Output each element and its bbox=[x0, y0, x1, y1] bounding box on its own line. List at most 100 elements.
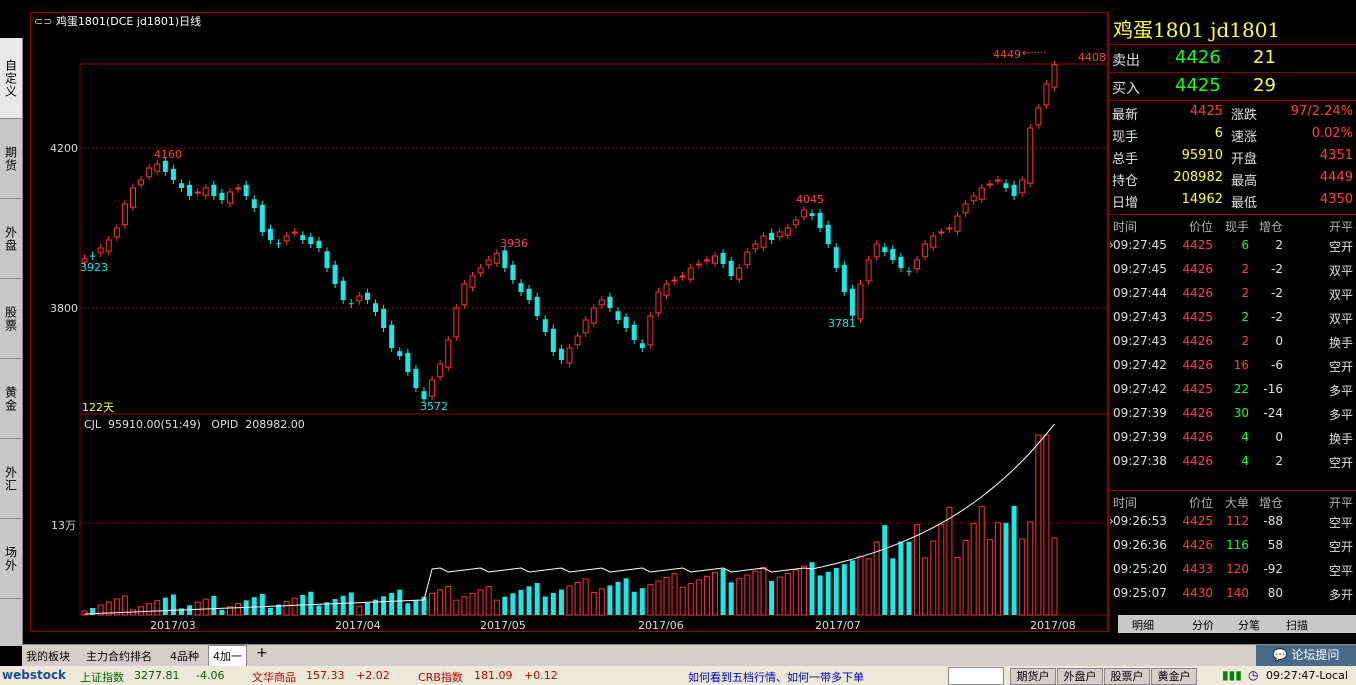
link-icon[interactable]: ⊂⊃ bbox=[34, 15, 56, 28]
bigorder-row-cell: 09:26:36 bbox=[1113, 538, 1167, 552]
volume-bar bbox=[849, 560, 855, 615]
volume-bar bbox=[154, 600, 161, 616]
tab-scan[interactable]: 扫描 bbox=[1286, 619, 1308, 632]
bigorder-row-cell: 116 bbox=[1226, 538, 1249, 552]
quote-panel: 鸡蛋1801 jd1801 卖出 4426 21 买入 4425 29 最新 44… bbox=[1108, 12, 1356, 632]
volume-bar bbox=[776, 576, 783, 616]
annot-3781: 3781 bbox=[828, 317, 856, 330]
tab-detail[interactable]: 明细 bbox=[1132, 619, 1154, 632]
candle bbox=[421, 391, 427, 400]
nav-tab-otc[interactable]: 场外 bbox=[3, 546, 18, 572]
idx3-name[interactable]: CRB指数 bbox=[418, 671, 463, 684]
volume-bar bbox=[1043, 434, 1050, 616]
idx1-name[interactable]: 上证指数 bbox=[80, 671, 124, 684]
sell-volume: 21 bbox=[1253, 47, 1276, 68]
candle bbox=[179, 183, 184, 188]
add-tab-button[interactable]: + bbox=[256, 645, 268, 661]
tab-my-sectors[interactable]: 我的板块 bbox=[26, 650, 70, 663]
candle bbox=[817, 212, 823, 228]
stock-account-button[interactable]: 股票户 bbox=[1104, 668, 1150, 685]
nav-tab-custom[interactable]: 自定义 bbox=[0, 38, 22, 118]
tab-contract-rank[interactable]: 主力合约排名 bbox=[86, 650, 152, 663]
volume-bar bbox=[639, 588, 645, 615]
candle bbox=[671, 279, 678, 282]
volume-bar bbox=[291, 597, 298, 616]
candle bbox=[267, 228, 273, 240]
volume-bar bbox=[1003, 522, 1009, 615]
tick-row-cell: -24 bbox=[1263, 406, 1283, 420]
candle bbox=[227, 191, 233, 204]
nav-tab-futures[interactable]: 期货 bbox=[3, 146, 18, 172]
candle bbox=[477, 267, 484, 274]
nav-tab-forex[interactable]: 外汇 bbox=[3, 466, 18, 492]
candle bbox=[558, 348, 564, 360]
tick-row-cell: 4 bbox=[1241, 430, 1249, 444]
table-header-cell: 增仓 bbox=[1258, 220, 1283, 234]
volume-bar bbox=[332, 598, 338, 615]
volume-bar bbox=[800, 565, 807, 616]
chat-icon: 💬 bbox=[1272, 648, 1288, 662]
candle bbox=[1027, 127, 1034, 184]
annot-3923: 3923 bbox=[80, 261, 108, 274]
volume-bar bbox=[405, 603, 411, 615]
bigorder-row-cell: 多开 bbox=[1328, 588, 1353, 602]
candle bbox=[276, 243, 281, 245]
kline-chart[interactable] bbox=[30, 12, 1108, 632]
table-header-cell: 价位 bbox=[1188, 496, 1213, 510]
gold-account-button[interactable]: 黄金户 bbox=[1151, 668, 1197, 685]
candle bbox=[914, 259, 921, 270]
volume-bar bbox=[558, 589, 564, 615]
tab-price-dist[interactable]: 分价 bbox=[1192, 619, 1214, 632]
candle bbox=[574, 335, 581, 346]
sell-price[interactable]: 4426 bbox=[1175, 47, 1221, 68]
quick-search-input[interactable] bbox=[948, 667, 1004, 685]
volume-bar bbox=[752, 570, 759, 616]
tab-4-plus-1[interactable]: 4加一 bbox=[208, 645, 247, 667]
table-header-cell: 时间 bbox=[1113, 496, 1138, 510]
nav-tab-stocks[interactable]: 股票 bbox=[3, 306, 18, 332]
stat-label: 速涨 bbox=[1231, 130, 1258, 145]
candle bbox=[316, 240, 322, 248]
tick-row-cell: 2 bbox=[1241, 310, 1249, 324]
foreign-account-button[interactable]: 外盘户 bbox=[1057, 668, 1103, 685]
candle bbox=[736, 267, 743, 280]
volume-bar bbox=[219, 609, 225, 615]
nav-tab-foreign[interactable]: 外盘 bbox=[3, 226, 18, 252]
table-header-cell: 开平 bbox=[1328, 220, 1353, 234]
candle bbox=[655, 291, 662, 314]
stat-value: 95910 bbox=[1181, 148, 1223, 163]
candle bbox=[833, 247, 839, 268]
idx2-name[interactable]: 文华商品 bbox=[252, 671, 296, 684]
forum-button[interactable]: 💬 论坛提问 bbox=[1256, 645, 1356, 666]
tab-4-products[interactable]: 4品种 bbox=[170, 650, 199, 663]
news-ticker[interactable]: 如何看到五档行情、如何一带多下单 bbox=[688, 671, 864, 684]
volume-bar bbox=[833, 567, 839, 615]
tick-row-cell: 09:27:38 bbox=[1113, 454, 1167, 468]
volume-bar bbox=[202, 598, 209, 616]
volume-bar bbox=[502, 596, 508, 615]
buy-price[interactable]: 4425 bbox=[1175, 75, 1221, 96]
x-label: 2017/04 bbox=[335, 619, 381, 632]
futures-account-button[interactable]: 期货户 bbox=[1010, 668, 1056, 685]
chart-title-text: 鸡蛋1801(DCE jd1801)日线 bbox=[55, 15, 202, 28]
volume-bar bbox=[373, 599, 378, 615]
candle bbox=[170, 168, 176, 180]
tick-row-cell: 09:27:42 bbox=[1113, 358, 1167, 372]
nav-tab-gold[interactable]: 黄金 bbox=[3, 386, 18, 412]
volume-bar bbox=[550, 592, 556, 615]
tick-row-cell: 09:27:42 bbox=[1113, 382, 1167, 396]
volume-bar bbox=[1019, 538, 1026, 616]
volume-bar bbox=[906, 541, 912, 615]
tick-row-cell: 多平 bbox=[1328, 384, 1353, 398]
table-header-cell: 现手 bbox=[1224, 220, 1249, 234]
volume-bar bbox=[235, 602, 242, 616]
tab-ticks[interactable]: 分笔 bbox=[1238, 619, 1260, 632]
x-label: 2017/03 bbox=[150, 619, 196, 632]
chart-title: ⊂⊃ 鸡蛋1801(DCE jd1801)日线 bbox=[34, 13, 201, 29]
volume-bar bbox=[914, 524, 921, 616]
candle bbox=[582, 319, 589, 334]
status-bar: webstock 上证指数 3277.81 -4.06 文华商品 157.33 … bbox=[0, 666, 1356, 685]
candle bbox=[105, 239, 112, 252]
candle bbox=[138, 179, 145, 186]
candle bbox=[461, 283, 468, 306]
